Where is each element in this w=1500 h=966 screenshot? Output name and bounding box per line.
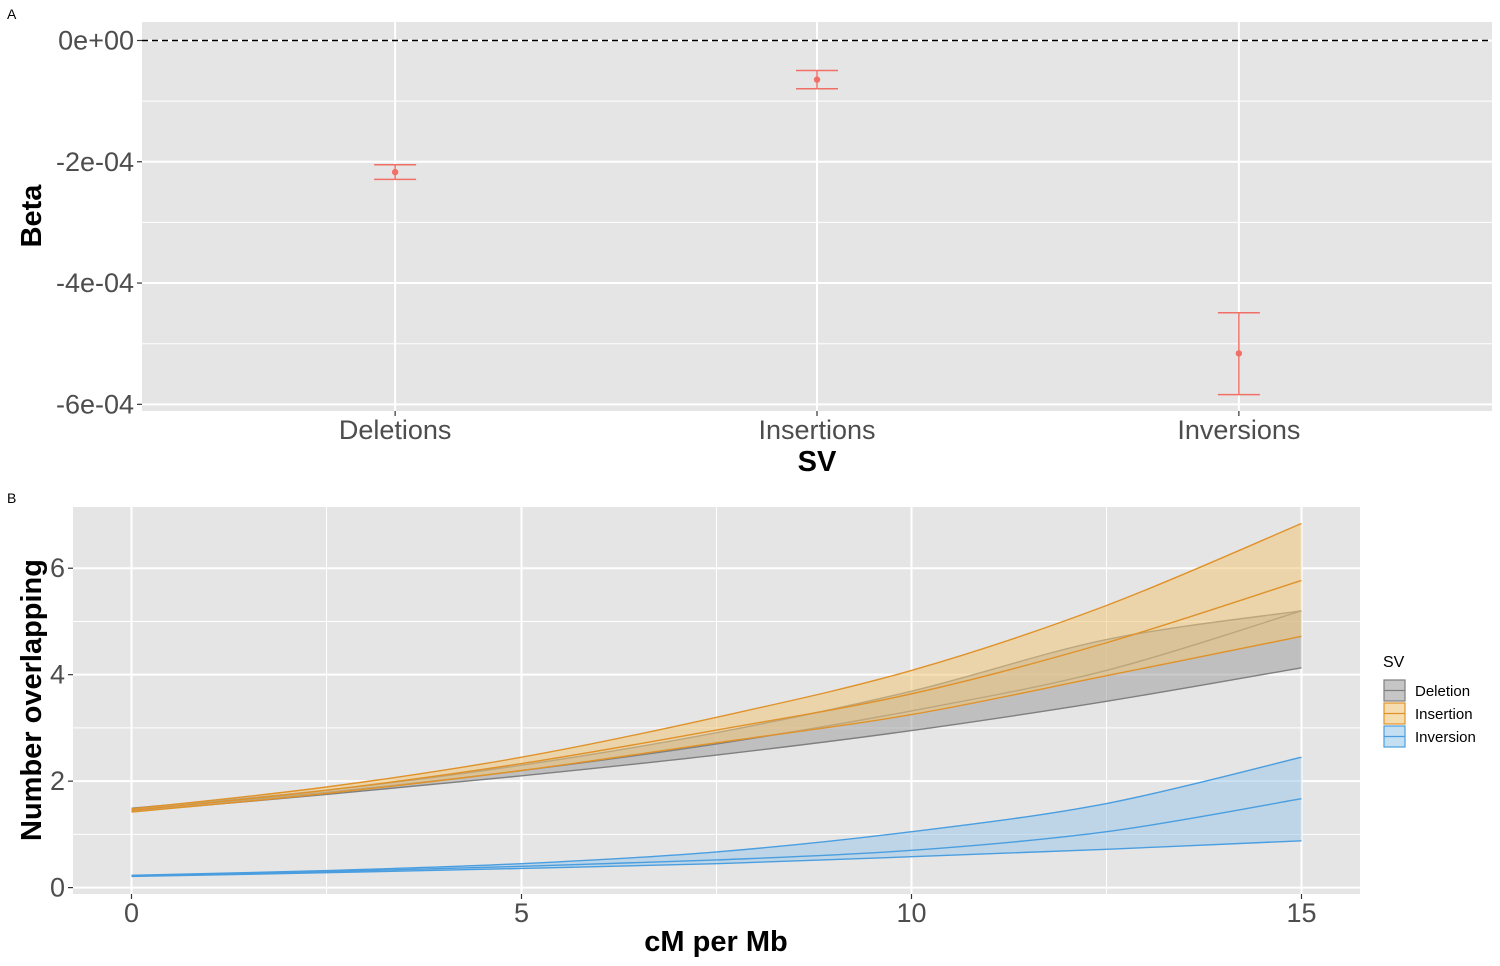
panel-a-y-axis-title: Beta: [16, 184, 48, 248]
panel-b-x-tick-label: 0: [124, 898, 139, 928]
errorbar-inversions-point: [1235, 350, 1243, 357]
series-inversion-ci-ribbon: [131, 757, 1302, 877]
errorbar-deletions-point: [391, 168, 399, 176]
panel-b-x-tick-label: 15: [1286, 898, 1316, 928]
panel-b-x-axis-title: cM per Mb: [644, 926, 787, 958]
series-insertion-lower-line: [131, 635, 1302, 813]
panel-a-label: A: [7, 6, 17, 22]
panel-b-y-tick-label: 0: [50, 873, 65, 903]
series-insertion-ci-ribbon: [131, 523, 1302, 813]
panel-b-ribbon-chart: 0 5 10 15 0 2 4 6 cM per Mb Number overlapping SV D…: [16, 507, 1476, 958]
series-insertion-upper-line: [131, 522, 1302, 810]
panel-a-x-axis-title: SV: [798, 446, 837, 478]
series-inversion-upper-line: [131, 756, 1302, 877]
panel-b-label: B: [7, 490, 16, 506]
series-insertion-fit-line: [131, 579, 1302, 812]
legend-label-insertion: Insertion: [1415, 706, 1473, 723]
panel-a-x-tick-label: Inversions: [1177, 415, 1300, 445]
series-inversion-fit-line: [131, 798, 1302, 877]
panel-b-y-axis-title: Number overlapping: [16, 559, 48, 841]
legend-title: SV: [1383, 654, 1405, 671]
panel-a-y-tick-label: 0e+00: [58, 25, 134, 55]
panel-a-y-tick-label: -2e-04: [56, 147, 134, 177]
panel-a-y-tick-label: -4e-04: [56, 268, 134, 298]
panel-b-x-tick-label: 10: [896, 898, 926, 928]
legend-label-deletion: Deletion: [1415, 683, 1470, 700]
panel-b-y-tick-label: 6: [50, 553, 65, 583]
panel-b-y-tick-label: 4: [50, 660, 65, 690]
panel-b-legend: SV Deletion Insertion Inversion: [1383, 654, 1476, 748]
series-deletion-lower-line: [131, 667, 1302, 813]
panel-a-errorbar-chart: 0e+00 -2e-04 -4e-04 -6e-04 Deletions Insertio…: [16, 22, 1492, 478]
panel-a-x-tick-label: Insertions: [758, 415, 875, 445]
panel-b-x-tick-label: 5: [514, 898, 529, 928]
legend-label-inversion: Inversion: [1415, 729, 1476, 746]
panel-a-y-tick-label: -6e-04: [56, 389, 134, 419]
errorbar-insertions-point: [813, 76, 821, 83]
panel-b-y-tick-label: 2: [50, 766, 65, 796]
series-inversion-lower-line: [131, 840, 1302, 878]
panel-a-x-tick-label: Deletions: [339, 415, 452, 445]
